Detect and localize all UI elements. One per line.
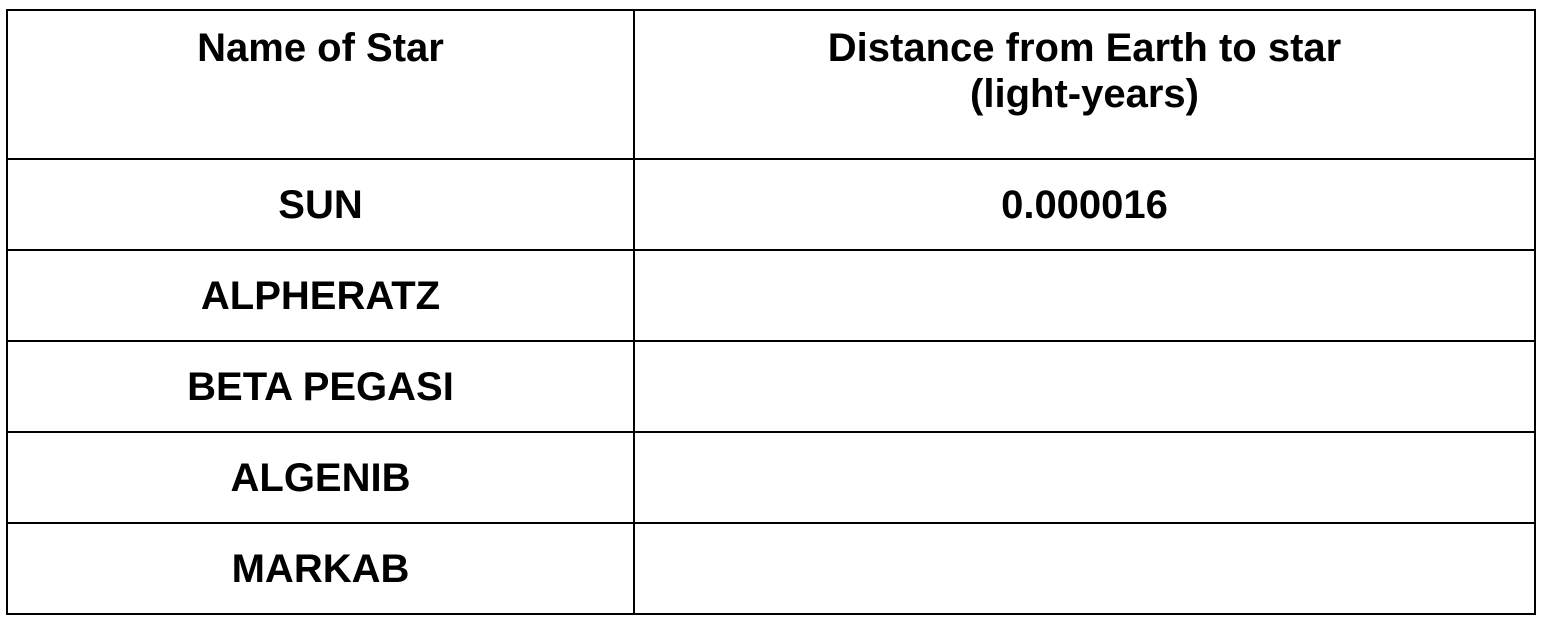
header-row: Name of Star Distance from Earth to star… — [6, 9, 1536, 160]
table-row: BETA PEGASI — [6, 340, 1536, 433]
table-row: SUN 0.000016 — [6, 158, 1536, 251]
distance-cell[interactable] — [633, 249, 1536, 342]
star-name-cell: ALGENIB — [6, 431, 635, 524]
star-name-cell: SUN — [6, 158, 635, 251]
star-name-cell: BETA PEGASI — [6, 340, 635, 433]
table-row: ALPHERATZ — [6, 249, 1536, 342]
distance-cell[interactable] — [633, 340, 1536, 433]
header-distance-line1: Distance from Earth to star — [827, 26, 1342, 70]
table-row: MARKAB — [6, 522, 1536, 615]
header-name-of-star: Name of Star — [6, 9, 635, 160]
header-distance: Distance from Earth to star (light-years) — [633, 9, 1536, 160]
distance-cell[interactable] — [633, 431, 1536, 524]
distance-cell[interactable] — [633, 522, 1536, 615]
header-distance-line2: (light-years) — [970, 72, 1199, 116]
star-name-cell: MARKAB — [6, 522, 635, 615]
star-distance-table: Name of Star Distance from Earth to star… — [6, 9, 1536, 615]
star-name-cell: ALPHERATZ — [6, 249, 635, 342]
distance-cell[interactable]: 0.000016 — [633, 158, 1536, 251]
table-row: ALGENIB — [6, 431, 1536, 524]
